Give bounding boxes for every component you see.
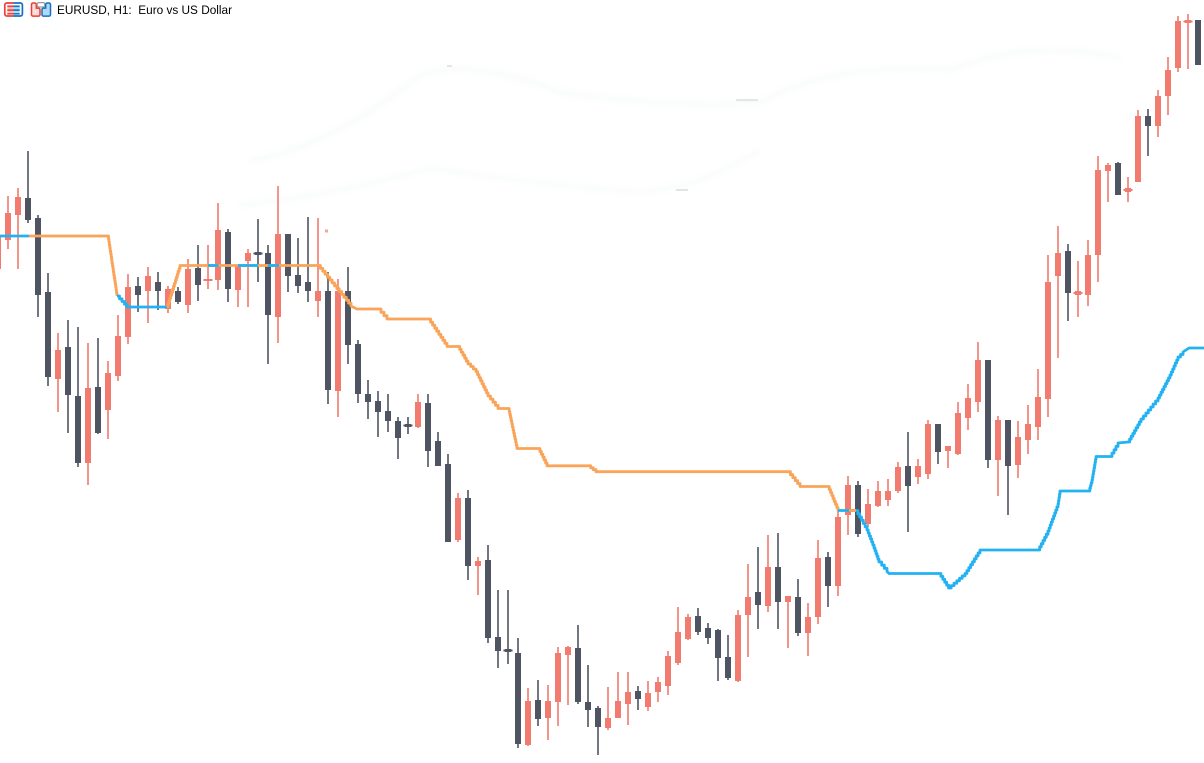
svg-text:EURUSD, H1: Euro vs US Dollar: EURUSD, H1: Euro vs US Dollar (57, 3, 232, 17)
